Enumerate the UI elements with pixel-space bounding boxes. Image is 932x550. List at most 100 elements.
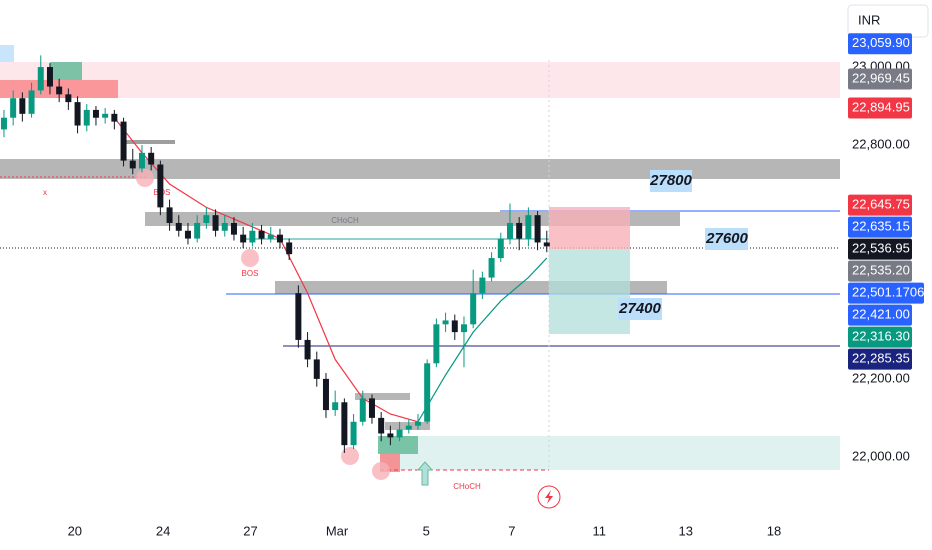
candle-body [92,109,99,118]
candle-body [0,117,7,130]
price-label-box [848,282,924,304]
candle-body [10,98,17,118]
price-label-box [848,97,912,119]
candle-body [470,293,477,325]
candle-body [497,238,504,259]
candle-body [184,230,191,239]
stop-zone [549,207,630,249]
candle-body [350,421,357,446]
candle-body [240,234,247,243]
candle-body [378,417,385,434]
candle-body [212,215,219,231]
zone [50,62,82,80]
price-label: 22,894.95 [852,99,910,114]
zone [378,436,418,454]
marker [136,169,154,187]
zone [122,140,175,144]
candle-body [267,234,274,239]
candle-body [304,339,311,360]
candle-body [258,230,265,239]
x-tick-label: 13 [678,523,692,538]
candle-body [322,378,329,411]
candle-body [451,320,458,333]
price-label-box [848,238,912,260]
candle-body [120,121,127,161]
candle-body [396,429,403,438]
candle-body [19,98,26,114]
candle-body [341,402,348,446]
candle-body [460,324,467,333]
candle-body [295,293,302,340]
price-label-box [848,304,912,326]
candle-body [56,86,63,95]
x-tick-label: 11 [592,523,606,538]
candle-body [387,433,394,438]
candle-body [516,222,523,239]
candle-body [111,113,118,122]
candle-body [276,234,283,243]
level-box [618,298,662,320]
candle-body [286,242,293,255]
candle-body [313,359,320,379]
level-box [650,170,692,192]
candle-body [194,222,201,239]
zone [355,393,410,400]
candle-body [230,222,237,235]
candle-body [506,222,513,239]
candle-body [65,94,72,103]
drawings: 27800 27600 27400 CHoCH CHoCH BOS BOS x [0,45,840,509]
candle-body [83,109,90,126]
zone [0,159,840,179]
annotation: x [43,188,47,197]
price-label-box [848,68,912,90]
candle-body [488,258,495,278]
zone [380,436,840,470]
candle-body [414,421,421,426]
candle-body [102,113,109,118]
marker [372,462,390,480]
price-label: 22,421.00 [852,307,910,322]
candle-body [37,67,44,91]
candle-body [525,215,532,239]
y-tick-label: 22,200.00 [852,370,910,385]
candle-body [74,102,81,126]
arrow [416,461,434,486]
candle-body [368,398,375,418]
candle-body [166,207,173,223]
candle-body [479,277,486,294]
annotation: CHoCH [453,482,481,491]
annotation: CHoCH [331,216,359,225]
price-label-box [848,216,912,238]
annotation: BOS [242,269,259,278]
price-label: 22,969.45 [852,70,910,85]
target-zone [549,249,630,334]
candle-body [359,398,366,422]
zone [145,212,680,226]
candle-body [543,242,550,247]
candle-body [157,164,164,208]
candle-body [28,90,35,114]
price-label-box [848,326,912,348]
candle-body [249,230,256,243]
price-label: 23,059.90 [852,35,910,50]
level-box [705,228,748,250]
candle-body [175,222,182,231]
candle-body [46,67,53,87]
zone [0,62,840,98]
x-tick-label: Mar [326,523,349,538]
candle-body [148,152,155,165]
candle-body [129,160,136,169]
candle-body [221,222,228,231]
x-tick-label: 7 [508,523,515,538]
price-label: 22,635.15 [852,219,910,234]
x-tick-label: 24 [156,523,170,538]
price-label: 22,285.35 [852,351,910,366]
currency: INR [858,12,880,27]
x-tick-label: 5 [423,523,430,538]
x-tick-label: 18 [767,523,781,538]
candle-body [405,425,412,430]
candle-body [442,320,449,325]
price-label-box [848,33,912,55]
moving-average [417,257,548,423]
